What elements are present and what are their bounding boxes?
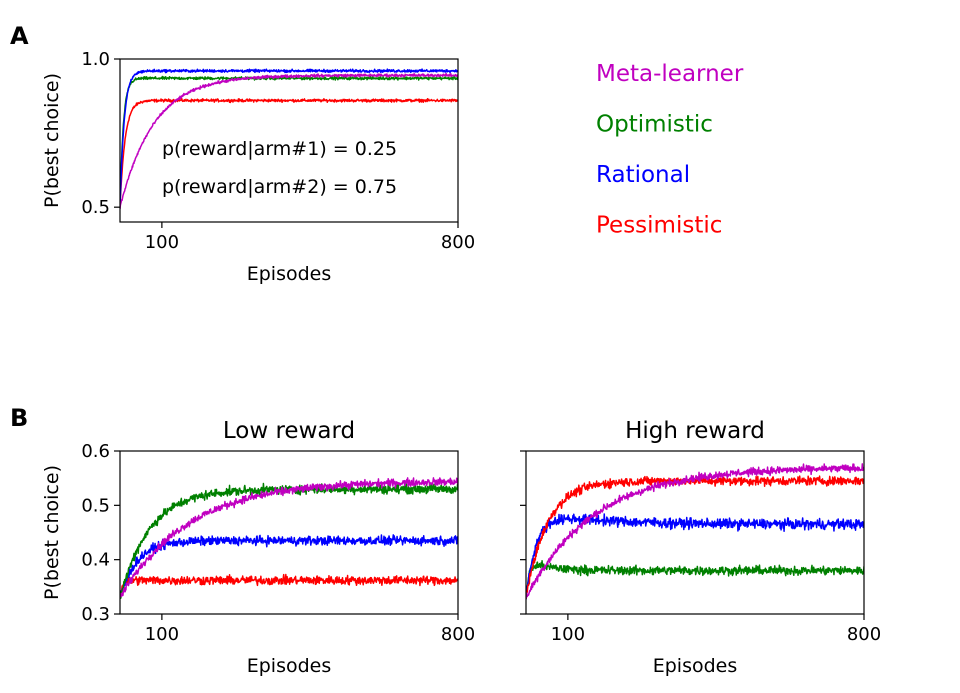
- series-line-meta-learner: [120, 72, 458, 209]
- annotation: p(reward|arm#1) = 0.25: [162, 138, 397, 160]
- x-tick-label: 100: [145, 232, 179, 253]
- series-line-rational: [526, 513, 864, 600]
- y-tick-label: 0.5: [81, 197, 110, 218]
- y-tick-label: 0.6: [81, 441, 110, 462]
- legend-entry-meta-learner: Meta-learner: [596, 61, 744, 87]
- y-tick-label: 0.4: [81, 550, 110, 571]
- series-line-pessimistic: [120, 573, 458, 599]
- chart-title: High reward: [625, 418, 765, 444]
- plot-area: [526, 463, 864, 600]
- x-tick-label: 800: [847, 624, 881, 645]
- chart-a: 100 800 0.5 1.0 Episodes P(best choice) p(rewa…: [41, 49, 475, 285]
- axes-frame: [119, 58, 459, 223]
- axes-frame: [119, 450, 459, 615]
- axes-frame: [525, 450, 865, 615]
- y-tick-label: 1.0: [81, 49, 110, 70]
- y-axis-label: P(best choice): [41, 465, 63, 600]
- x-axis-label: Episodes: [247, 263, 332, 285]
- series-line-optimistic: [120, 482, 458, 599]
- y-tick-label: 0.3: [81, 604, 110, 625]
- x-axis-label: Episodes: [247, 655, 332, 677]
- x-tick-label: 100: [551, 624, 585, 645]
- x-tick-label: 800: [441, 624, 475, 645]
- x-tick-label: 100: [145, 624, 179, 645]
- y-tick-label: 0.5: [81, 495, 110, 516]
- y-axis-label: P(best choice): [41, 73, 63, 208]
- plot-area: [120, 477, 458, 599]
- series-line-rational: [120, 68, 458, 208]
- legend-entry-rational: Rational: [596, 162, 690, 188]
- x-axis-label: Episodes: [653, 655, 738, 677]
- chart-b-high-reward: 100 800 Episodes High reward: [520, 418, 881, 677]
- chart-b-low-reward: 100 800 0.3 0.4 0.5 0.6 Episodes P(best choice)…: [41, 418, 475, 677]
- annotation: p(reward|arm#2) = 0.75: [162, 176, 397, 198]
- legend-entry-optimistic: Optimistic: [596, 112, 713, 138]
- legend: Meta-learner Optimistic Rational Pessimisti…: [596, 61, 744, 239]
- panel-label-a: A: [10, 22, 29, 50]
- series-line-optimistic: [120, 75, 458, 207]
- series-line-optimistic: [526, 560, 864, 599]
- plot-area: [120, 68, 458, 209]
- series-line-meta-learner: [120, 477, 458, 598]
- panel-label-b: B: [10, 404, 28, 432]
- series-line-rational: [120, 534, 458, 597]
- series-line-pessimistic: [526, 475, 864, 600]
- legend-entry-pessimistic: Pessimistic: [596, 213, 722, 239]
- series-line-meta-learner: [526, 463, 864, 599]
- chart-title: Low reward: [223, 418, 355, 444]
- x-tick-label: 800: [441, 232, 475, 253]
